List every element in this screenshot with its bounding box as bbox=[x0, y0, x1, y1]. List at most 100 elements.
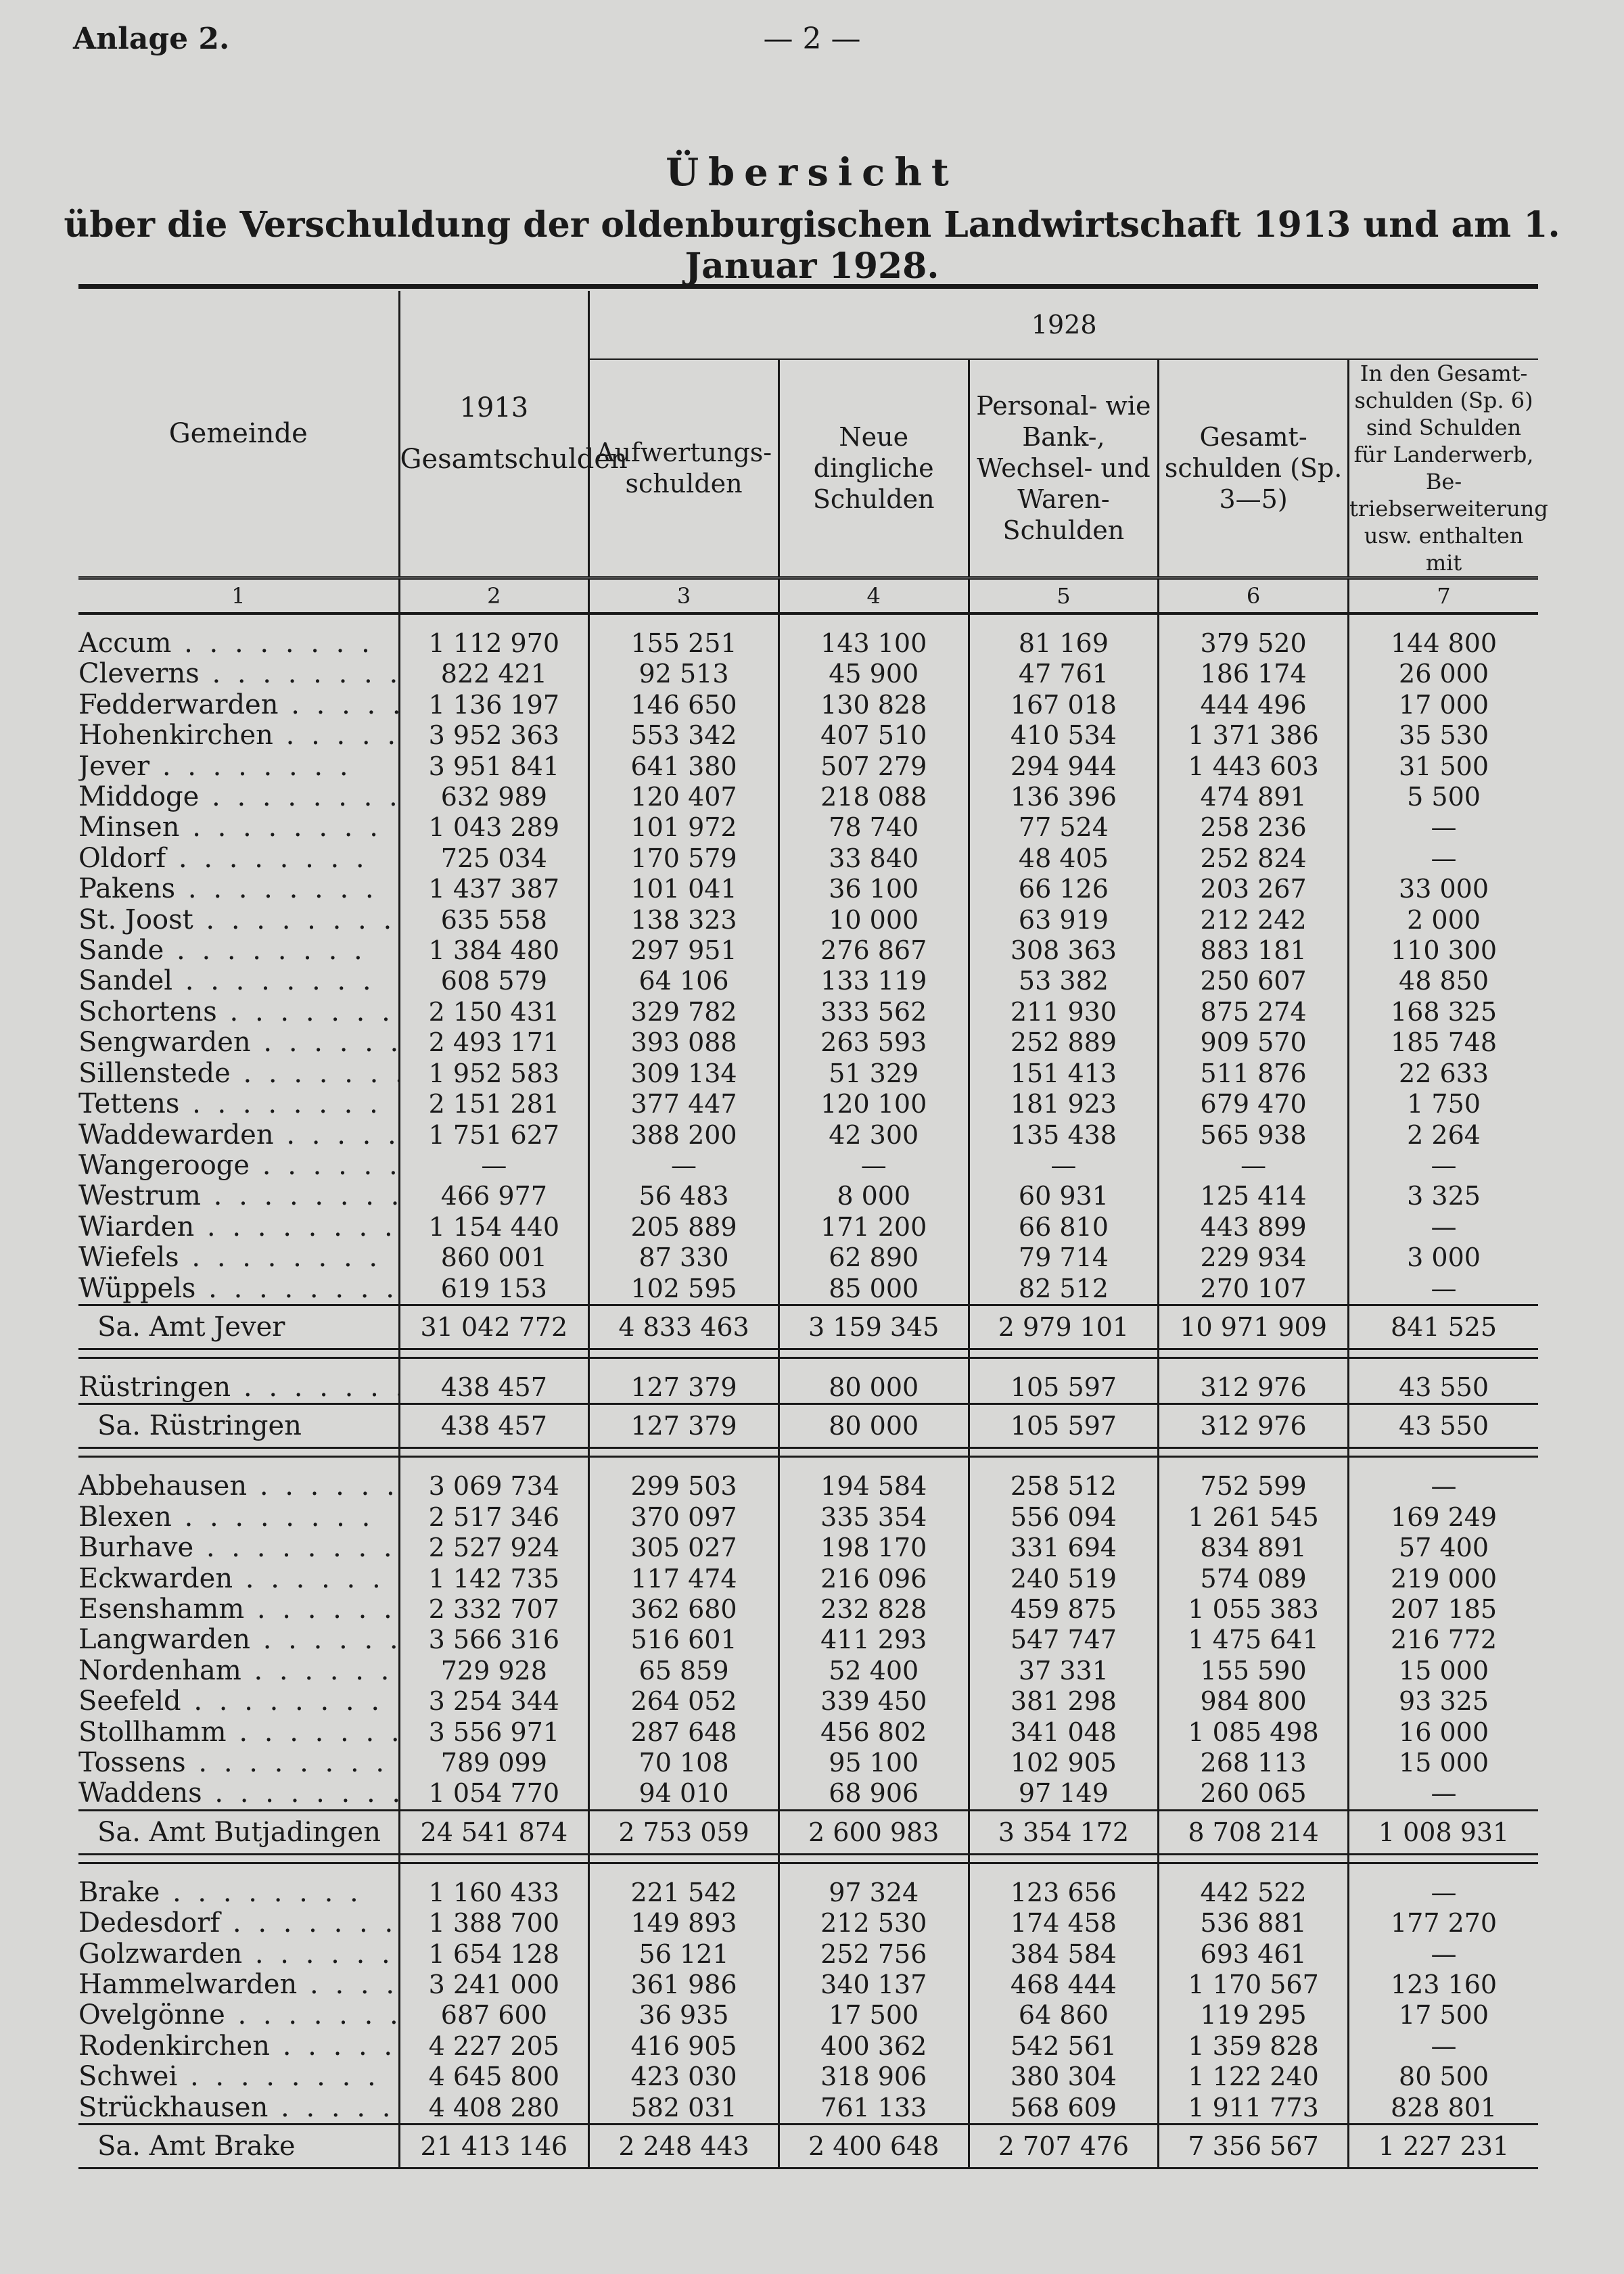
leader-dots: . . . . . . . . bbox=[262, 1150, 399, 1181]
spacer-cell bbox=[777, 1447, 969, 1458]
leader-dots: . . . . . . . . bbox=[160, 1877, 363, 1908]
value-cell: 3 254 344 bbox=[398, 1686, 589, 1717]
value-cell: 370 097 bbox=[588, 1502, 779, 1533]
leader-dots: . . . . . . . . bbox=[172, 966, 375, 997]
value-cell: — bbox=[1347, 1778, 1539, 1811]
spacer-cell bbox=[78, 1457, 399, 1472]
value-cell: 2 332 707 bbox=[398, 1594, 589, 1625]
value-cell: 411 293 bbox=[777, 1625, 969, 1656]
value-cell: 2 248 443 bbox=[588, 2123, 779, 2170]
gemeinde-name-text: Langwarden bbox=[78, 1625, 251, 1656]
gemeinde-name: Wüppels . . . . . . . . bbox=[78, 1274, 399, 1305]
gemeinde-name-text: Seefeld bbox=[78, 1686, 181, 1717]
spacer-cell bbox=[398, 1447, 589, 1458]
value-cell: 641 380 bbox=[588, 751, 779, 783]
gemeinde-name: Wiefels . . . . . . . . bbox=[78, 1243, 399, 1273]
spacer-cell bbox=[1347, 1863, 1539, 1878]
total-row: Sa. Amt Jever 31 042 772 4 833 463 3 159 34… bbox=[78, 1303, 1539, 1350]
table-row: Tettens . . . . . . . .2 151 281 377 447 1… bbox=[78, 1089, 1539, 1120]
gemeinde-name: St. Joost . . . . . . . . bbox=[78, 905, 399, 935]
value-cell: 438 457 bbox=[398, 1372, 589, 1404]
gemeinde-name-text: Rüstringen bbox=[78, 1372, 231, 1403]
total-label: Sa. Rüstringen bbox=[78, 1403, 399, 1449]
gemeinde-name-text: Strückhausen bbox=[78, 2092, 269, 2123]
value-cell: 459 875 bbox=[967, 1594, 1159, 1625]
value-cell: 102 595 bbox=[588, 1273, 779, 1305]
value-cell: 379 520 bbox=[1157, 628, 1349, 659]
value-cell: 78 740 bbox=[777, 812, 969, 843]
value-cell: 507 279 bbox=[777, 751, 969, 783]
value-cell: — bbox=[1157, 1150, 1349, 1182]
value-cell: 170 579 bbox=[588, 843, 779, 875]
table-row: Strückhausen . . . . . . . .4 408 280582… bbox=[78, 2092, 1539, 2125]
header-col6: Gesamt-schulden (Sp. 3—5) bbox=[1157, 359, 1349, 578]
value-cell: 393 088 bbox=[588, 1027, 779, 1059]
gemeinde-name-text: Fedderwarden bbox=[78, 689, 279, 720]
value-cell: 444 496 bbox=[1157, 689, 1349, 721]
leader-dots: . . . . . . . . bbox=[239, 1717, 399, 1748]
value-cell: 229 934 bbox=[1157, 1243, 1349, 1274]
value-cell: 42 300 bbox=[777, 1119, 969, 1151]
value-cell: 1 154 440 bbox=[398, 1211, 589, 1243]
value-cell: 151 413 bbox=[967, 1058, 1159, 1090]
value-cell: 3 952 363 bbox=[398, 720, 589, 751]
table-row: Wiefels . . . . . . . . 860 001 87 330 62 8… bbox=[78, 1243, 1539, 1274]
value-cell: 65 859 bbox=[588, 1655, 779, 1687]
value-cell: 553 342 bbox=[588, 720, 779, 751]
value-cell: 66 126 bbox=[967, 874, 1159, 905]
top-rule bbox=[78, 284, 1538, 289]
value-cell: 2 264 bbox=[1347, 1119, 1539, 1151]
spacer-cell bbox=[398, 613, 589, 628]
value-cell: 2 979 101 bbox=[967, 1303, 1159, 1350]
value-cell: 400 362 bbox=[777, 2031, 969, 2062]
total-label-text: Sa. Amt Butjadingen bbox=[97, 1816, 381, 1848]
col-number: 2 bbox=[398, 576, 589, 615]
value-cell: 2 707 476 bbox=[967, 2123, 1159, 2170]
header-col2: Gesamtschulden bbox=[400, 444, 628, 475]
debt-table: Gemeinde 1913 Gesamtschulden 1928 Aufwer… bbox=[78, 291, 1548, 2170]
spacer-cell bbox=[1347, 1349, 1539, 1359]
spacer-cell bbox=[777, 1854, 969, 1864]
leader-dots: . . . . . . . . bbox=[285, 720, 399, 751]
spacer-cell bbox=[1157, 1358, 1349, 1372]
value-cell: 17 500 bbox=[777, 2000, 969, 2031]
gemeinde-name-text: Wiefels bbox=[78, 1243, 179, 1274]
col-number: 4 bbox=[777, 576, 969, 615]
value-cell: 687 600 bbox=[398, 2000, 589, 2031]
leader-dots: . . . . . . . . bbox=[254, 1655, 399, 1686]
total-row: Sa. Rüstringen 438 457 127 379 80 000 105 59… bbox=[78, 1403, 1539, 1449]
value-cell: 511 876 bbox=[1157, 1058, 1349, 1090]
value-cell: 85 000 bbox=[777, 1273, 969, 1305]
value-cell: 2 000 bbox=[1347, 904, 1539, 936]
table-row: Oldorf . . . . . . . . 725 034 170 579 33 8… bbox=[78, 843, 1539, 875]
gemeinde-name-text: Wangerooge bbox=[78, 1150, 250, 1181]
gemeinde-name: Langwarden . . . . . . . . bbox=[78, 1625, 399, 1655]
table-row: Hammelwarden . . . . . . . .3 241 000361… bbox=[78, 1970, 1539, 2001]
spacer-cell bbox=[588, 1854, 779, 1864]
leader-dots: . . . . . . . . bbox=[171, 628, 374, 659]
gemeinde-name: Sillenstede . . . . . . . . bbox=[78, 1059, 399, 1089]
leader-dots: . . . . . . . . bbox=[254, 1939, 399, 1970]
value-cell: 31 500 bbox=[1347, 751, 1539, 783]
value-cell: 149 893 bbox=[588, 1908, 779, 1939]
value-cell: 171 200 bbox=[777, 1211, 969, 1243]
value-cell: 789 099 bbox=[398, 1748, 589, 1779]
spacer-cell bbox=[1157, 1349, 1349, 1359]
value-cell: 169 249 bbox=[1347, 1502, 1539, 1533]
gemeinde-name: Rodenkirchen . . . . . . . . bbox=[78, 2031, 399, 2062]
gemeinde-name: Minsen . . . . . . . . bbox=[78, 812, 399, 843]
value-cell: 341 048 bbox=[967, 1717, 1159, 1748]
leader-dots: . . . . . . . . bbox=[243, 1058, 399, 1089]
value-cell: 174 458 bbox=[967, 1908, 1159, 1939]
gemeinde-name: Tossens . . . . . . . . bbox=[78, 1748, 399, 1778]
value-cell: 909 570 bbox=[1157, 1027, 1349, 1059]
spacer-cell bbox=[1347, 1447, 1539, 1458]
gemeinde-name: Waddens . . . . . . . . bbox=[78, 1778, 399, 1810]
value-cell: 15 000 bbox=[1347, 1748, 1539, 1779]
table-row: Cleverns . . . . . . . . 822 421 92 513 45 … bbox=[78, 659, 1539, 690]
row-spacer bbox=[78, 1447, 1539, 1458]
